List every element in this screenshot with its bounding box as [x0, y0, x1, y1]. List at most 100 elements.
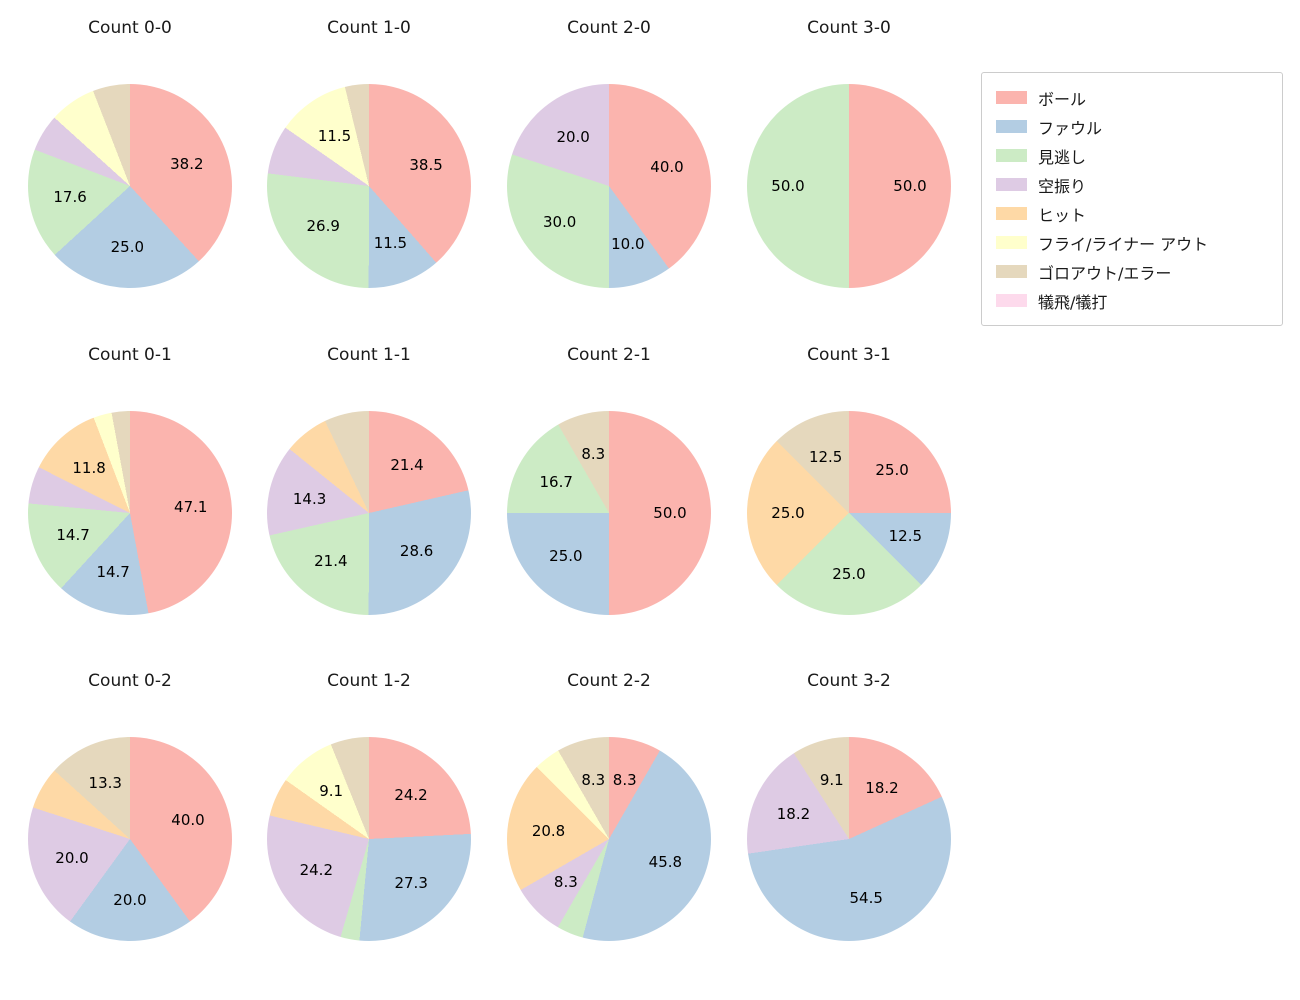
pie-value-label: 27.3 — [394, 874, 428, 893]
pie-value-label: 50.0 — [771, 177, 805, 195]
pie-value-label: 18.2 — [776, 804, 811, 823]
legend-label: ボール — [1038, 89, 1087, 109]
pie-value-label: 45.8 — [648, 853, 683, 872]
pie-value-label: 26.9 — [306, 217, 340, 236]
legend-label: ゴロアウト/エラー — [1038, 263, 1172, 283]
legend-label: ファウル — [1038, 118, 1103, 138]
pie-value-label: 24.2 — [394, 785, 428, 804]
pie-value-label: 16.7 — [539, 473, 573, 492]
subplot-title: Count 3-0 — [807, 18, 891, 38]
pie-value-label: 40.0 — [171, 811, 205, 830]
subplot-count-2-2: Count 2-2 8.3 45.8 8.3 20.8 8.3 — [494, 669, 724, 941]
pie-value-label: 20.0 — [556, 127, 590, 146]
pie-value-label: 11.5 — [317, 126, 352, 145]
pie-value-label: 11.8 — [72, 458, 106, 477]
subplot-count-0-0: Count 0-0 38.2 25.0 17.6 — [15, 16, 245, 288]
pie-chart — [507, 737, 711, 941]
pie-chart — [747, 737, 951, 941]
pie-value-label: 12.5 — [808, 447, 843, 466]
subplot-title: Count 0-0 — [88, 18, 172, 38]
pie-value-label: 8.3 — [581, 771, 606, 790]
pie-chart — [28, 737, 232, 941]
subplot-title: Count 0-2 — [88, 671, 172, 691]
legend-swatch-hit — [996, 207, 1027, 220]
pie-value-label: 8.3 — [581, 445, 606, 464]
pie-value-label: 50.0 — [893, 177, 927, 195]
pie-value-label: 9.1 — [819, 771, 844, 790]
subplot-title: Count 2-2 — [567, 671, 651, 691]
legend-label: 空振り — [1038, 176, 1087, 196]
subplot-title: Count 2-1 — [567, 345, 651, 365]
subplot-count-3-0: Count 3-0 50.0 50.0 — [734, 16, 964, 288]
pie-value-label: 18.2 — [865, 778, 899, 797]
pie-value-label: 24.2 — [299, 860, 333, 879]
subplot-title: Count 3-2 — [807, 671, 891, 691]
legend-swatch-swinging-strike — [996, 178, 1027, 191]
pie-value-label: 9.1 — [319, 782, 344, 801]
pie-value-label: 21.4 — [314, 551, 348, 570]
pie-value-label: 8.3 — [612, 771, 637, 790]
legend-label: ヒット — [1038, 205, 1087, 225]
pie-chart — [747, 84, 951, 288]
pie-value-label: 38.2 — [170, 154, 204, 173]
legend-item: 犠飛/犠打 — [996, 286, 1268, 315]
pie-value-label: 21.4 — [390, 456, 424, 475]
pie-value-label: 12.5 — [888, 527, 923, 546]
subplot-title: Count 1-1 — [327, 345, 411, 365]
legend-label: フライ/ライナー アウト — [1038, 234, 1209, 254]
pie-value-label: 50.0 — [653, 504, 687, 522]
legend: ボール ファウル 見逃し 空振り ヒット フライ/ライナー アウト ゴロアウト/… — [981, 72, 1283, 326]
pie-value-label: 20.0 — [113, 891, 147, 909]
legend-item: ボール — [996, 83, 1268, 112]
legend-swatch-sacrifice — [996, 294, 1027, 307]
pie-value-label: 38.5 — [409, 155, 443, 174]
pie-value-label: 17.6 — [53, 188, 87, 207]
subplot-count-1-1: Count 1-1 21.4 28.6 21.4 14.3 — [254, 343, 484, 615]
pie-chart — [28, 84, 232, 288]
pie-chart — [28, 411, 232, 615]
pie-value-label: 20.8 — [531, 822, 566, 841]
subplot-count-3-1: Count 3-1 25.0 12.5 25.0 25.0 12.5 — [734, 343, 964, 615]
legend-item: ゴロアウト/エラー — [996, 257, 1268, 286]
legend-label: 見逃し — [1038, 147, 1087, 167]
subplot-count-3-2: Count 3-2 18.2 54.5 18.2 9.1 — [734, 669, 964, 941]
subplot-title: Count 2-0 — [567, 18, 651, 38]
pie-value-label: 47.1 — [174, 498, 208, 517]
pie-chart — [747, 411, 951, 615]
pie-value-label: 13.3 — [88, 774, 122, 793]
pie-value-label: 14.3 — [292, 490, 327, 509]
subplot-count-0-1: Count 0-1 47.1 14.7 14.7 11.8 — [15, 343, 245, 615]
pie-value-label: 28.6 — [399, 542, 434, 561]
legend-swatch-called-strike — [996, 149, 1027, 162]
legend-item: 空振り — [996, 170, 1268, 199]
subplot-title: Count 1-0 — [327, 18, 411, 38]
pie-value-label: 8.3 — [553, 873, 578, 892]
subplot-count-1-2: Count 1-2 24.2 27.3 24.2 9.1 — [254, 669, 484, 941]
subplot-count-2-0: Count 2-0 40.0 10.0 30.0 20.0 — [494, 16, 724, 288]
subplot-count-2-1: Count 2-1 50.0 25.0 16.7 8.3 — [494, 343, 724, 615]
subplot-count-0-2: Count 0-2 40.0 20.0 20.0 13.3 — [15, 669, 245, 941]
pie-value-label: 10.0 — [611, 235, 645, 253]
pie-value-label: 25.0 — [110, 237, 145, 256]
legend-item: ヒット — [996, 199, 1268, 228]
pie-value-label: 25.0 — [771, 504, 805, 522]
pie-value-label: 25.0 — [875, 460, 909, 479]
pie-value-label: 11.5 — [373, 234, 408, 253]
legend-swatch-groundout-error — [996, 265, 1027, 278]
pie-value-label: 25.0 — [549, 547, 583, 566]
legend-item: 見逃し — [996, 141, 1268, 170]
pie-value-label: 14.7 — [56, 525, 90, 544]
pie-chart — [267, 411, 471, 615]
subplot-title: Count 0-1 — [88, 345, 172, 365]
subplot-title: Count 1-2 — [327, 671, 411, 691]
pie-chart — [507, 84, 711, 288]
pie-value-label: 54.5 — [849, 888, 883, 907]
subplot-title: Count 3-1 — [807, 345, 891, 365]
subplot-count-1-0: Count 1-0 38.5 11.5 26.9 11.5 — [254, 16, 484, 288]
legend-swatch-foul — [996, 120, 1027, 133]
legend-item: ファウル — [996, 112, 1268, 141]
pie-value-label: 14.7 — [96, 562, 130, 581]
legend-label: 犠飛/犠打 — [1038, 292, 1108, 312]
